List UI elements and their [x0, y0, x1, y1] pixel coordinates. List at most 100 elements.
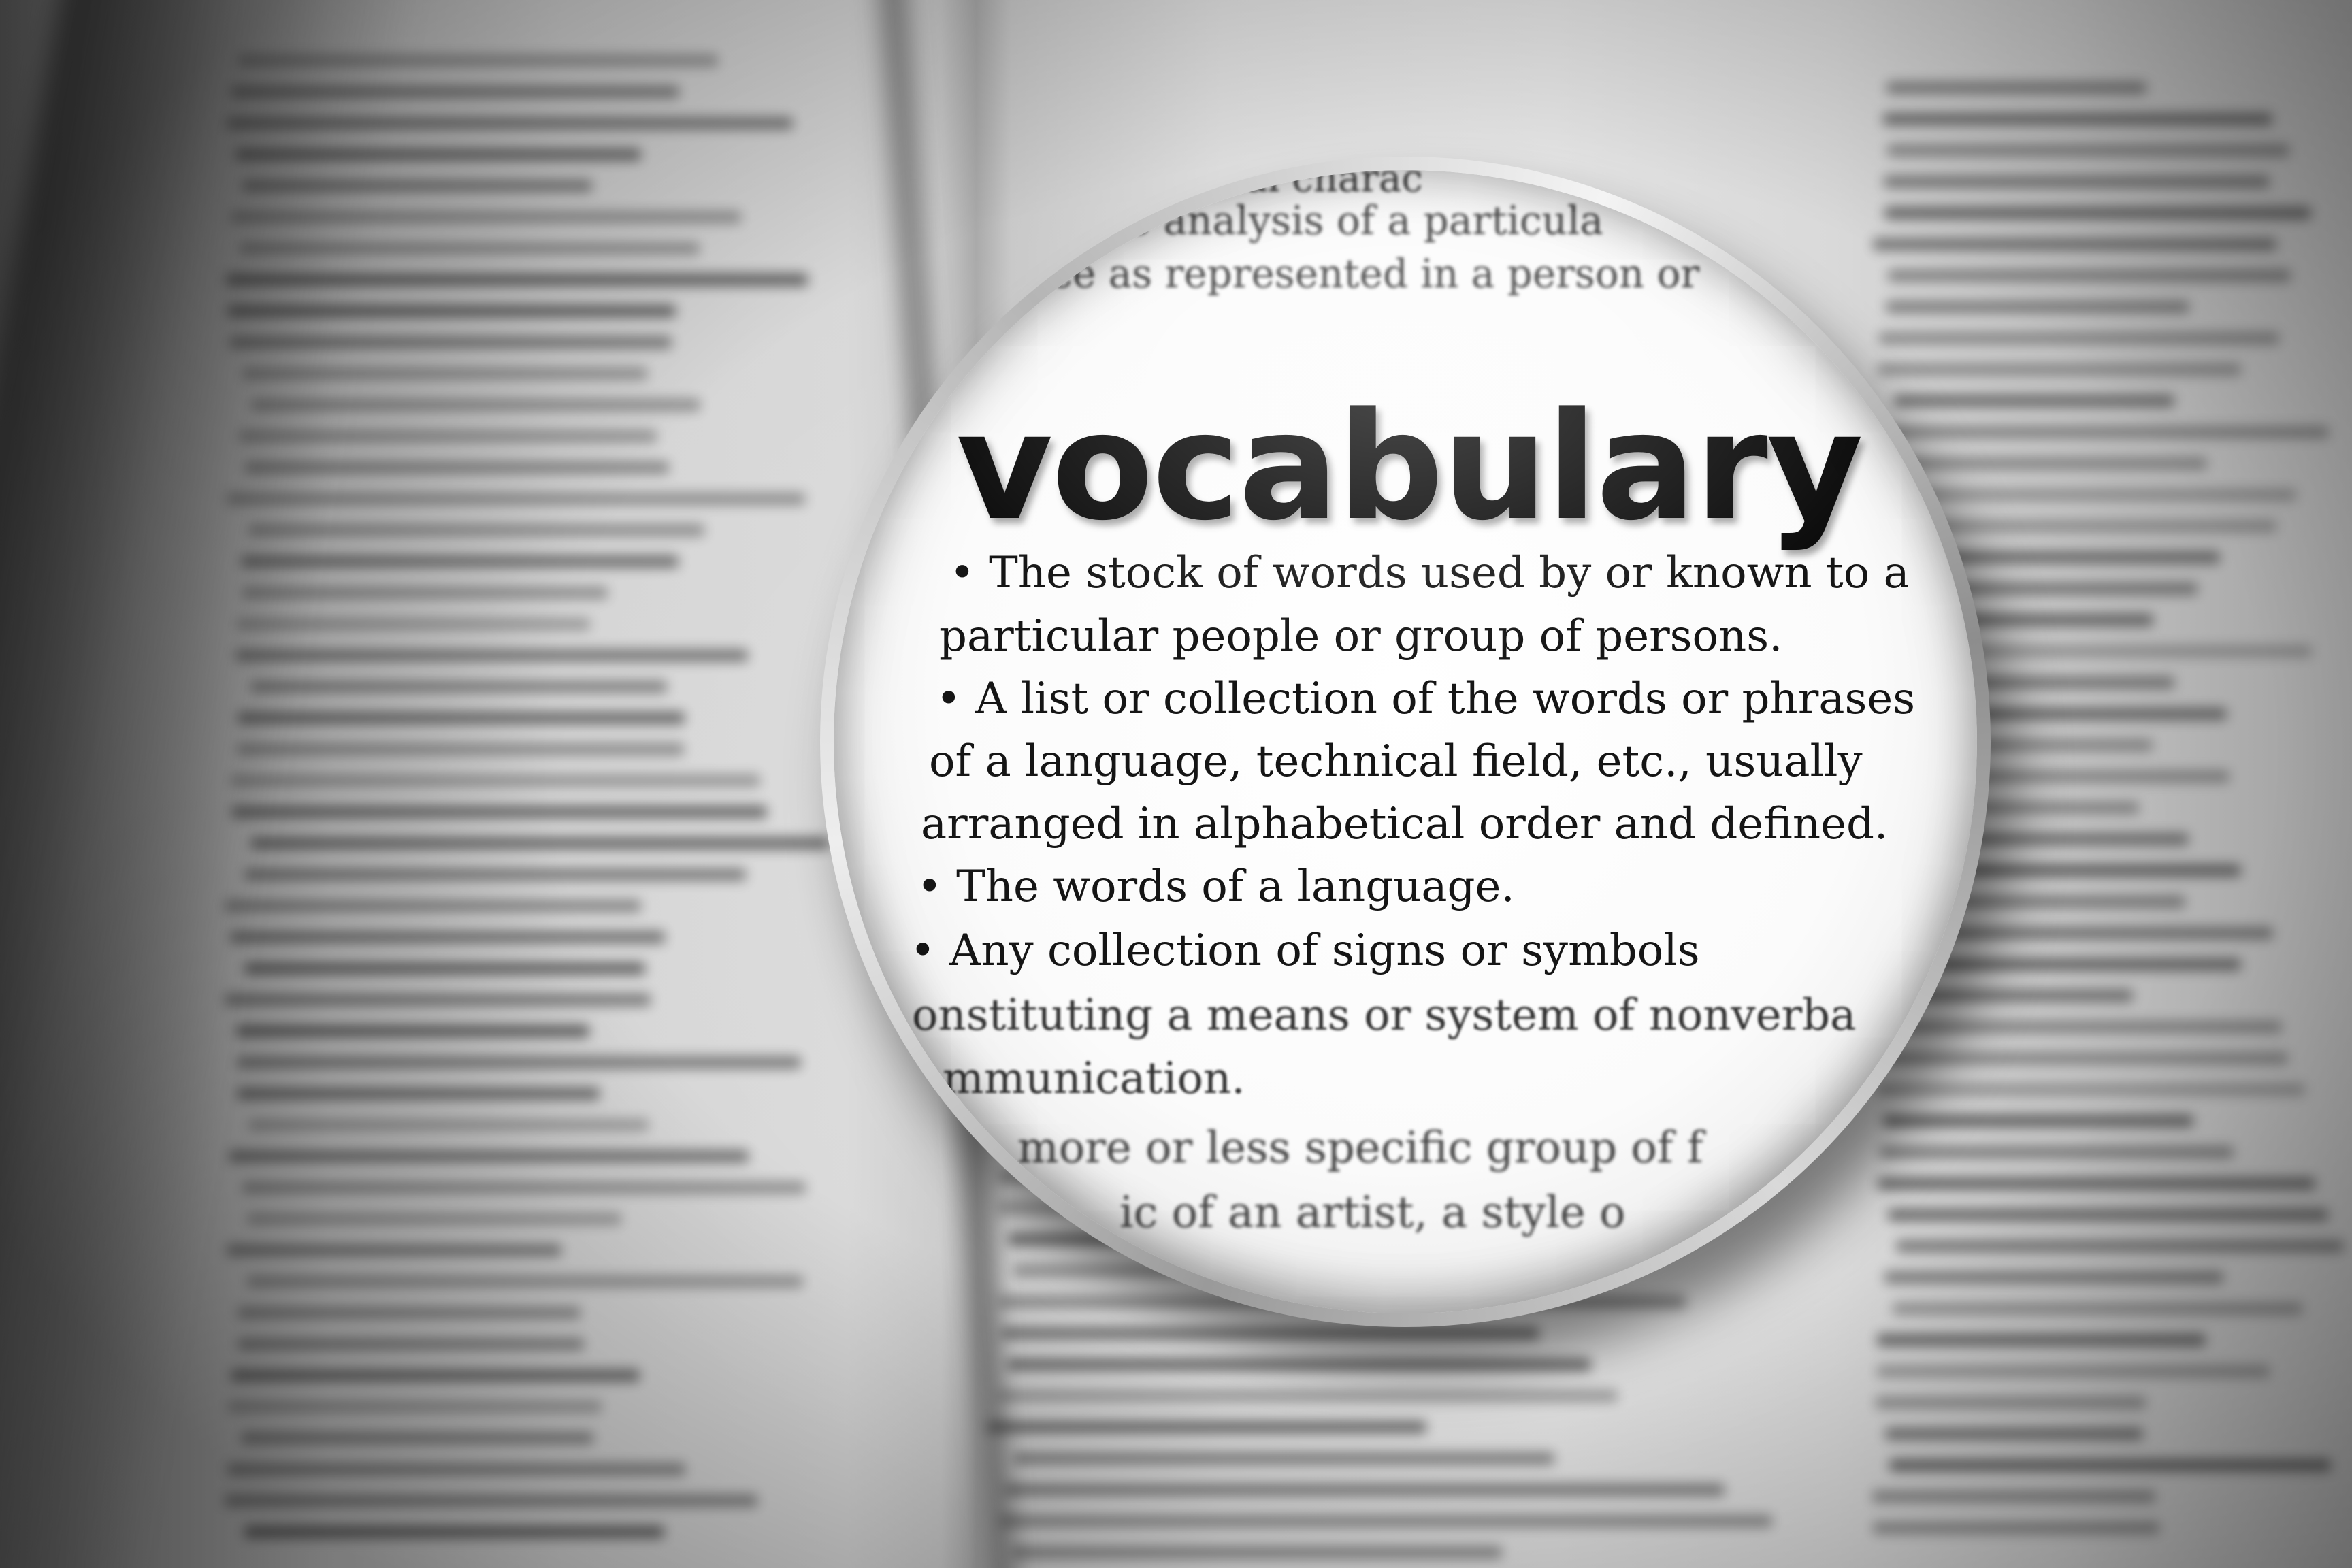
blurred-text-line — [231, 806, 767, 818]
blurred-text-line — [1896, 1240, 2344, 1252]
blurred-text-line — [1883, 113, 2272, 125]
blurred-text-line — [237, 618, 590, 630]
blurred-text-line — [231, 774, 760, 787]
blurred-text-line — [1877, 1334, 2206, 1346]
blurred-text-line — [1876, 990, 2133, 1002]
blurred-text-line — [1884, 1271, 2223, 1284]
blurred-text-line — [1886, 82, 2146, 94]
blurred-text-line — [250, 837, 830, 849]
blurred-text-line — [238, 54, 718, 67]
blurred-text-line — [227, 1463, 685, 1475]
magnified-top-line-3: ice as represented in a person or — [1038, 250, 1700, 297]
definition-line-10: more or less specific group of f — [1017, 1123, 1703, 1173]
blurred-text-line — [242, 1181, 806, 1194]
blurred-text-line — [248, 1119, 649, 1131]
blurred-text-line — [225, 1494, 757, 1507]
blurred-text-line — [241, 1432, 593, 1444]
blurred-text-line — [1000, 1515, 1772, 1527]
definition-line-7: • Any collection of signs or symbols — [910, 926, 1700, 976]
blurred-text-line — [1873, 1522, 2159, 1534]
blurred-text-line — [227, 493, 805, 505]
definition-line-6: • The words of a language. — [917, 862, 1515, 912]
blurred-text-line — [1872, 1490, 2155, 1503]
blurred-text-line — [1894, 395, 2174, 407]
blurred-text-line — [238, 712, 685, 724]
headword-vocabulary: vocabulary — [956, 381, 1863, 553]
blurred-text-line — [248, 524, 704, 536]
definition-line-3: • A list or collection of the words or p… — [936, 674, 1916, 724]
definition-line-5: arranged in alphabetical order and defin… — [921, 799, 1889, 849]
blurred-text-line — [229, 336, 672, 348]
definition-line-1: • The stock of words used by or known to… — [949, 548, 1910, 598]
magnifying-glass: formal charac ptive analysis of a partic… — [834, 170, 1977, 1313]
blurred-text-line — [998, 1390, 1618, 1402]
blurred-text-line — [1889, 1459, 2331, 1471]
blurred-text-line — [1007, 1358, 1591, 1371]
blurred-text-line — [1887, 489, 2296, 501]
blurred-text-line — [1896, 551, 2220, 564]
definition-line-11: ic of an artist, a style o — [1120, 1188, 1626, 1238]
blurred-text-line — [1884, 207, 2311, 219]
blurred-text-line — [238, 1338, 584, 1350]
blurred-text-line — [1884, 176, 2270, 188]
blurred-text-line — [1013, 1452, 1554, 1465]
blurred-text-line — [1893, 1303, 2302, 1315]
blurred-text-line — [1877, 1365, 2270, 1377]
blurred-text-line — [227, 305, 676, 317]
blurred-text-line — [225, 900, 641, 912]
blurred-text-line — [237, 743, 684, 755]
blurred-text-line — [1898, 1021, 2282, 1033]
blurred-text-line — [237, 1056, 801, 1068]
blurred-text-line — [240, 242, 700, 255]
blurred-text-line — [227, 1244, 561, 1256]
blurred-text-line — [227, 117, 793, 129]
blurred-text-line — [1873, 238, 2276, 250]
blurred-text-line — [1884, 645, 2312, 657]
blurred-text-line — [251, 399, 700, 411]
blurred-text-line — [1887, 457, 2207, 470]
blurred-text-line — [235, 148, 641, 161]
blurred-text-line — [236, 1025, 589, 1037]
blurred-text-line — [1878, 363, 2241, 376]
blurred-text-line — [1887, 144, 2289, 157]
blurred-text-line — [231, 86, 679, 98]
blurred-text-line — [1872, 927, 2273, 939]
definition-line-8: onstituting a means or system of nonverb… — [912, 990, 1857, 1041]
blurred-text-line — [244, 1526, 664, 1538]
blurred-text-line — [235, 649, 748, 662]
blurred-text-line — [250, 681, 667, 693]
blurred-text-line — [1878, 1177, 2315, 1190]
blurred-text-line — [247, 1275, 803, 1288]
blurred-text-line — [237, 1088, 600, 1100]
blurred-text-line — [1886, 301, 2189, 313]
blurred-text-left-page — [225, 54, 837, 1568]
definition-line-4: of a language, technical field, etc., us… — [929, 736, 1863, 787]
blurred-text-line — [1012, 1546, 1502, 1558]
blurred-text-line — [1877, 1083, 2305, 1096]
blurred-text-line — [242, 587, 608, 599]
blurred-text-line — [987, 1421, 1426, 1433]
magnified-dictionary-entry: formal charac ptive analysis of a partic… — [834, 170, 1977, 1313]
blurred-text-line — [1876, 1052, 2288, 1064]
blurred-text-line — [1004, 1484, 1725, 1496]
blurred-text-line — [1888, 1209, 2328, 1221]
blurred-text-line — [225, 994, 651, 1006]
blurred-text-line — [1880, 958, 2241, 970]
blurred-text-line — [242, 180, 592, 192]
blurred-text-line — [1885, 1428, 2143, 1440]
blurred-text-line — [229, 1150, 749, 1162]
blurred-text-line — [242, 368, 647, 380]
blurred-text-line — [1876, 1396, 2146, 1409]
blurred-text-line — [231, 211, 741, 223]
magnified-top-line-2: ptive analysis of a particula — [1051, 197, 1603, 244]
blurred-text-line — [245, 461, 669, 474]
definition-line-9: mmunication. — [943, 1054, 1245, 1104]
blurred-text-line — [241, 555, 679, 568]
blurred-text-line — [1880, 1146, 2234, 1158]
blurred-text-line — [238, 1307, 581, 1319]
blurred-text-line — [1879, 332, 2279, 344]
blurred-text-line — [1895, 520, 2276, 532]
blurred-text-line — [247, 1213, 621, 1225]
blurred-text-line — [244, 962, 645, 975]
